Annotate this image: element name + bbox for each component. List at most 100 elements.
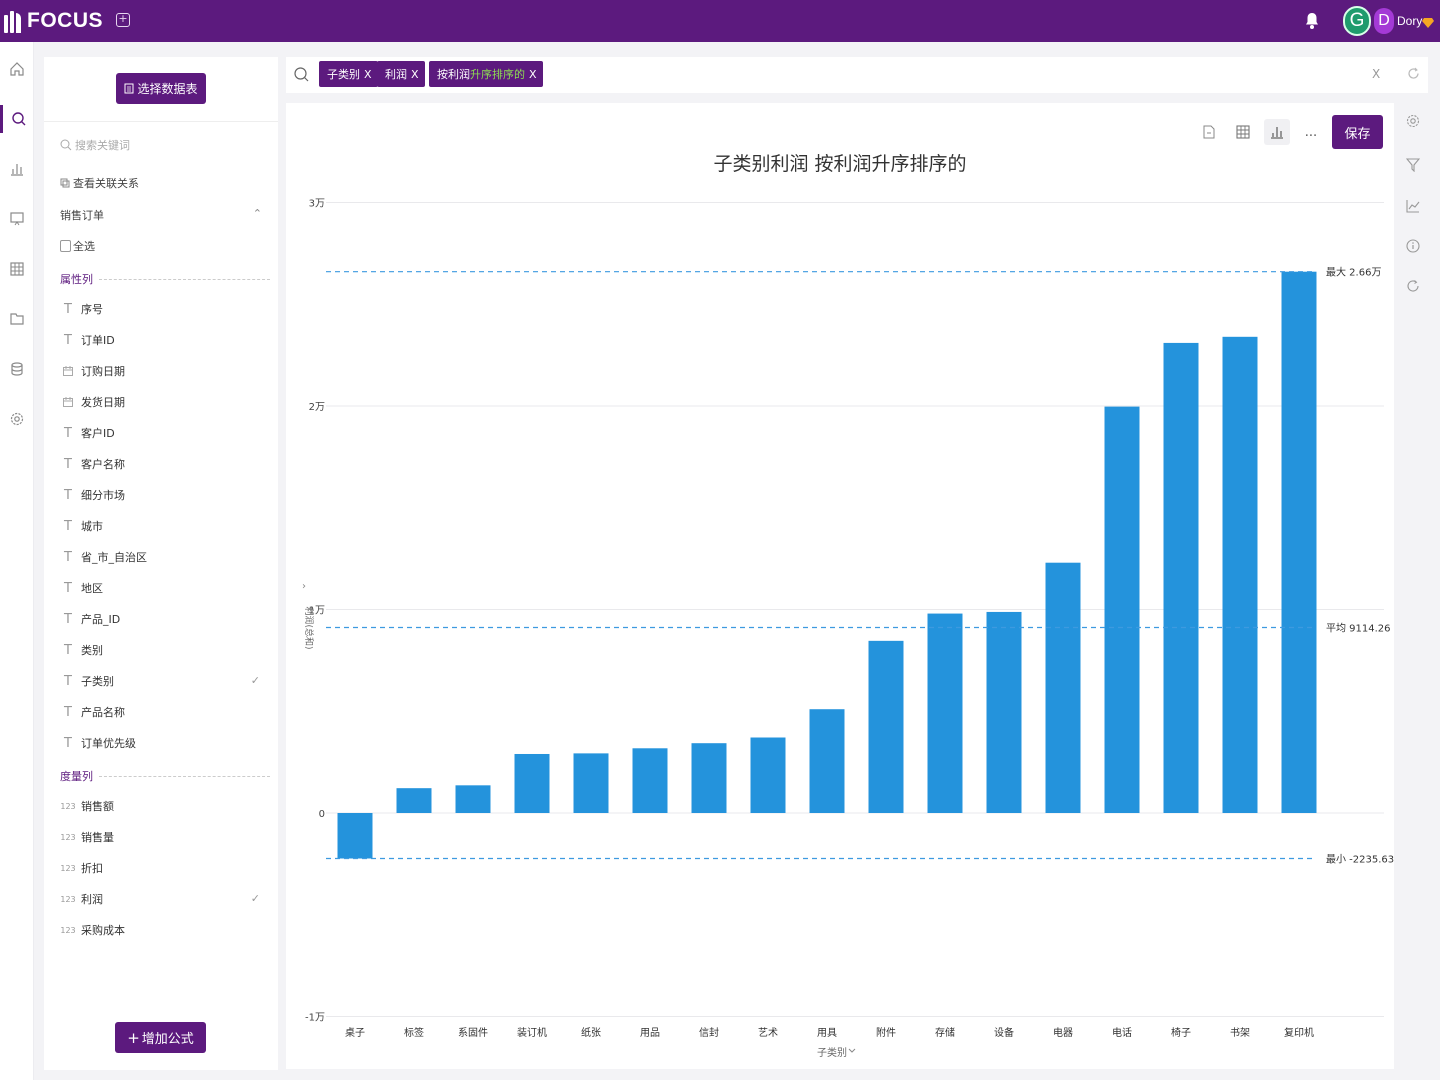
- check-icon: ✓: [250, 674, 260, 687]
- field-item[interactable]: T 省_市_自治区: [60, 549, 260, 565]
- field-item[interactable]: T 订单ID: [60, 332, 260, 348]
- field-item[interactable]: T 客户名称: [60, 456, 260, 472]
- chart-view-icon[interactable]: [1264, 119, 1290, 145]
- field-label: 细分市场: [81, 489, 125, 502]
- dashboard-nav-icon[interactable]: [0, 205, 34, 233]
- divider: [44, 121, 278, 122]
- folder-nav-icon[interactable]: [0, 305, 34, 333]
- field-item[interactable]: T 地区: [60, 580, 260, 596]
- x-tick-label: 系固件: [458, 1027, 488, 1039]
- text-icon: T: [64, 642, 72, 658]
- save-button[interactable]: 保存: [1332, 115, 1383, 149]
- text-icon: T: [64, 549, 72, 565]
- field-item[interactable]: 123 利润 ✓: [60, 891, 260, 907]
- y-tick-label: -1万: [305, 1013, 325, 1024]
- table-nav-icon[interactable]: [0, 255, 34, 283]
- select-all-label: 全选: [73, 240, 95, 253]
- reference-line-label: 最大 2.66万: [1326, 266, 1381, 279]
- select-table-button[interactable]: 选择数据表: [116, 73, 206, 104]
- field-item[interactable]: T 城市: [60, 518, 260, 534]
- field-search-placeholder: 搜索关键词: [75, 139, 130, 152]
- chip-close-icon[interactable]: X: [364, 67, 372, 81]
- new-tab-icon[interactable]: +: [116, 13, 130, 27]
- field-item[interactable]: T 产品_ID: [60, 611, 260, 627]
- table-view-icon[interactable]: [1230, 119, 1256, 145]
- select-table-label: 选择数据表: [137, 82, 198, 96]
- trend-icon[interactable]: [1402, 195, 1424, 217]
- add-formula-label: 增加公式: [141, 1032, 194, 1047]
- chip-close-icon[interactable]: X: [529, 67, 537, 81]
- select-all-checkbox[interactable]: 全选: [60, 238, 95, 254]
- text-icon: T: [64, 301, 72, 317]
- field-item[interactable]: T 子类别 ✓: [60, 673, 260, 689]
- bell-icon[interactable]: [1304, 12, 1320, 34]
- field-label: 订单ID: [81, 334, 115, 347]
- add-formula-button[interactable]: + 增加公式: [115, 1022, 206, 1053]
- field-item[interactable]: T 产品名称: [60, 704, 260, 720]
- text-icon: T: [64, 580, 72, 596]
- field-item[interactable]: T 类别: [60, 642, 260, 658]
- vip-diamond-icon: [1422, 14, 1434, 33]
- text-icon: T: [64, 332, 72, 348]
- reset-icon[interactable]: [1402, 275, 1424, 297]
- settings-nav-icon[interactable]: [0, 405, 34, 433]
- field-label: 序号: [81, 303, 103, 316]
- bar: [809, 709, 845, 813]
- bar: [573, 753, 609, 813]
- table-group-header[interactable]: 销售订单 ⌃: [60, 207, 262, 223]
- search-chip[interactable]: 子类别 X: [319, 61, 378, 87]
- chart-type-icon[interactable]: [1196, 119, 1222, 145]
- app-logo[interactable]: FOCUS: [4, 6, 103, 36]
- plus-icon: +: [127, 1028, 140, 1047]
- filter-icon[interactable]: [1402, 154, 1424, 176]
- x-tick-label: 书架: [1230, 1027, 1250, 1039]
- home-icon[interactable]: [0, 55, 34, 83]
- field-item[interactable]: 发货日期: [60, 394, 260, 410]
- attribute-section-header: 属性列: [60, 271, 270, 287]
- search-chip[interactable]: 按利润 升序排序的 X: [429, 61, 543, 87]
- refresh-icon[interactable]: [1407, 67, 1420, 80]
- field-item[interactable]: T 细分市场: [60, 487, 260, 503]
- search-chip[interactable]: 利润 X: [377, 61, 425, 87]
- field-label: 类别: [81, 644, 103, 657]
- x-tick-label: 附件: [876, 1026, 896, 1039]
- database-nav-icon[interactable]: [0, 355, 34, 383]
- field-search-input[interactable]: 搜索关键词: [60, 137, 265, 153]
- bar: [1281, 271, 1317, 813]
- avatar[interactable]: G: [1343, 6, 1371, 36]
- field-label: 地区: [81, 582, 103, 595]
- field-item[interactable]: 123 销售额: [60, 798, 260, 814]
- field-item[interactable]: 123 折扣: [60, 860, 260, 876]
- bar: [455, 785, 491, 813]
- field-label: 利润: [81, 893, 103, 906]
- field-item[interactable]: T 订单优先级: [60, 735, 260, 751]
- search-bar[interactable]: 子类别 X 利润 X 按利润 升序排序的 X X: [286, 57, 1428, 93]
- x-axis-label: 子类别: [817, 1046, 847, 1059]
- field-item[interactable]: 123 销售量: [60, 829, 260, 845]
- checkbox-icon: [60, 240, 71, 252]
- search-chip-label: 利润: [385, 68, 407, 81]
- user-name[interactable]: Dory: [1397, 14, 1423, 28]
- chevron-up-icon[interactable]: ⌃: [252, 207, 262, 220]
- field-item[interactable]: 订购日期: [60, 363, 260, 379]
- field-item[interactable]: 123 采购成本: [60, 922, 260, 938]
- field-label: 发货日期: [81, 396, 125, 409]
- more-options-button[interactable]: ...: [1304, 124, 1318, 140]
- x-tick-label: 标签: [404, 1026, 424, 1039]
- settings-icon[interactable]: [1402, 110, 1424, 132]
- view-relations-link[interactable]: 查看关联关系: [60, 175, 139, 191]
- chart-nav-icon[interactable]: [0, 155, 34, 183]
- field-item[interactable]: T 客户ID: [60, 425, 260, 441]
- chip-close-icon[interactable]: X: [411, 67, 419, 81]
- clear-search-icon[interactable]: X: [1372, 67, 1381, 81]
- field-label: 子类别: [81, 675, 114, 688]
- table-icon: [124, 83, 134, 94]
- info-icon[interactable]: [1402, 235, 1424, 257]
- user-avatar[interactable]: D: [1374, 8, 1394, 34]
- bar: [1104, 406, 1140, 813]
- search-icon: [294, 67, 309, 82]
- bar: [691, 743, 727, 813]
- field-item[interactable]: T 序号: [60, 301, 260, 317]
- check-icon: ✓: [250, 892, 260, 905]
- search-nav-icon[interactable]: [0, 105, 34, 133]
